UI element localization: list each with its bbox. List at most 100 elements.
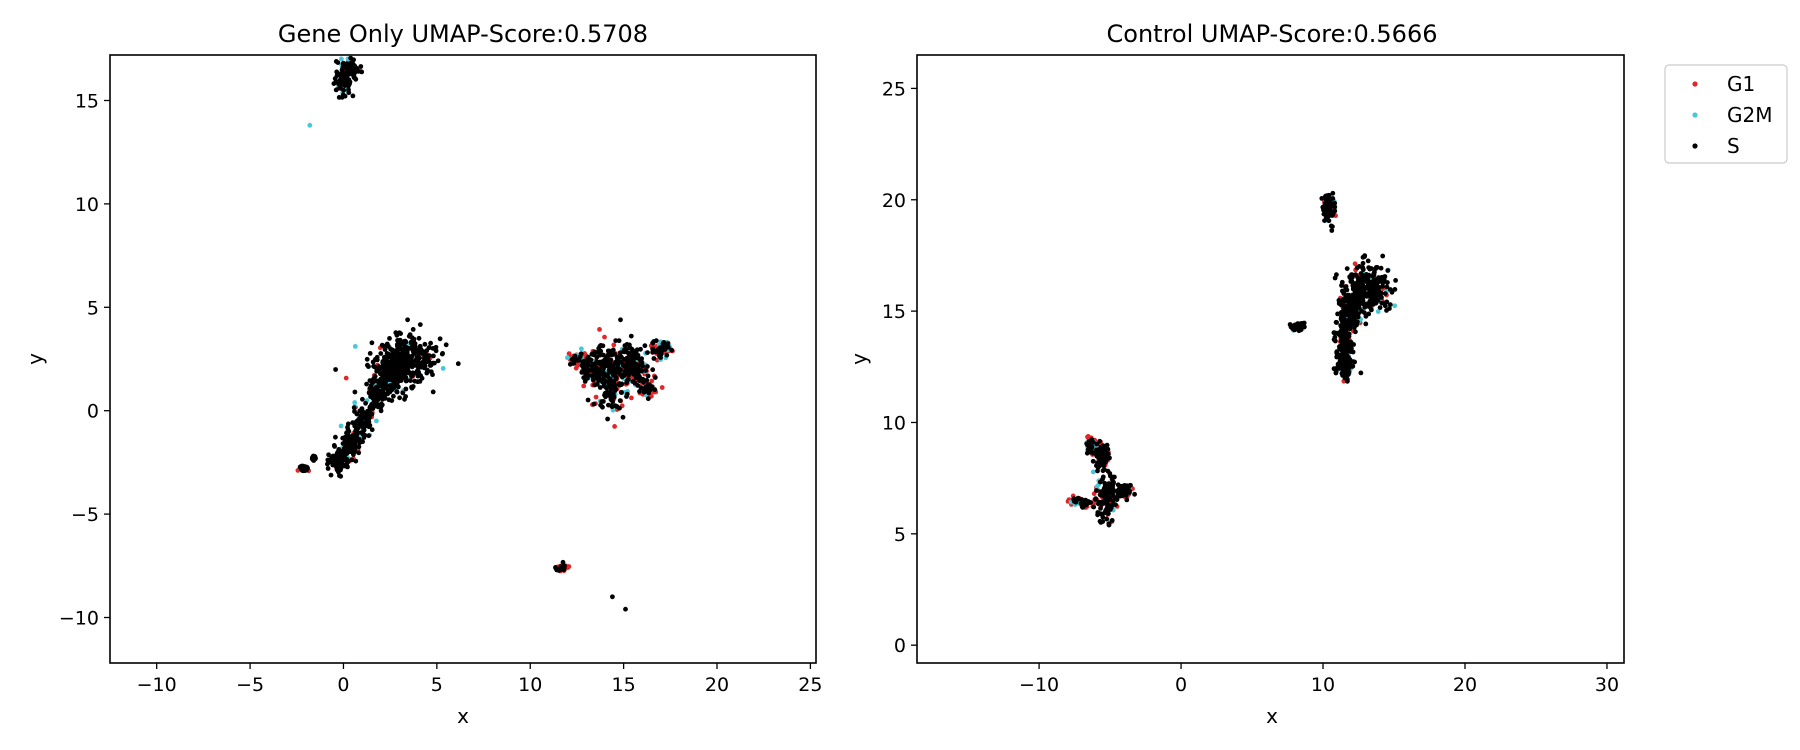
scatter-point-s	[1369, 307, 1374, 313]
scatter-point-s	[637, 389, 642, 394]
scatter-point-s	[581, 375, 587, 381]
scatter-point-s	[623, 606, 628, 612]
scatter-point-s	[1380, 283, 1385, 289]
scatter-point-s	[669, 347, 675, 353]
scatter-point-s	[1109, 502, 1115, 508]
scatter-point-s	[1124, 497, 1130, 503]
scatter-point-s	[1295, 321, 1301, 326]
scatter-point-s	[367, 351, 373, 356]
scatter-point-s	[1287, 322, 1293, 327]
scatter-point-s	[1393, 278, 1398, 283]
scatter-point-s	[1102, 489, 1108, 495]
scatter-point-s	[609, 403, 614, 409]
x-tick-label: 20	[705, 674, 729, 696]
scatter-point-s	[630, 348, 636, 354]
scatter-point-s	[379, 365, 384, 371]
scatter-point-s	[395, 338, 400, 343]
scatter-point-g1	[649, 378, 655, 384]
scatter-point-s	[345, 421, 351, 427]
scatter-point-s	[1338, 347, 1344, 352]
scatter-point-s	[411, 336, 417, 342]
scatter-point-s	[366, 364, 371, 369]
scatter-point-s	[634, 347, 640, 353]
scatter-point-s	[357, 408, 363, 414]
scatter-point-s	[356, 450, 362, 456]
scatter-point-s	[1123, 490, 1128, 495]
scatter-point-s	[589, 351, 595, 357]
right-chart-title: Control UMAP-Score:0.5666	[1107, 20, 1438, 48]
scatter-point-s	[340, 60, 346, 66]
scatter-point-s	[428, 340, 433, 346]
scatter-point-s	[1106, 521, 1112, 527]
scatter-point-s	[410, 327, 416, 332]
scatter-point-s	[353, 458, 359, 464]
scatter-point-s	[1100, 448, 1105, 454]
legend-entry-s: S	[1692, 134, 1740, 158]
scatter-point-s	[1366, 265, 1372, 270]
scatter-point-s	[367, 390, 372, 396]
left-scatter-panel: Gene Only UMAP-Score:0.5708 −10 −5 0 5 10 15 2…	[23, 20, 822, 728]
scatter-point-s	[349, 457, 355, 463]
scatter-point-s	[1335, 311, 1340, 317]
scatter-point-s	[399, 369, 405, 374]
scatter-point-s	[1365, 258, 1371, 264]
scatter-point-s	[638, 385, 644, 391]
scatter-point-s	[1352, 299, 1357, 305]
scatter-point-s	[364, 381, 369, 387]
scatter-point-s	[1107, 471, 1113, 476]
legend-label-g1: G1	[1727, 72, 1755, 96]
scatter-point-s	[1344, 358, 1350, 363]
scatter-point-s	[653, 349, 658, 355]
scatter-point-s	[1102, 480, 1108, 486]
scatter-point-s	[422, 359, 428, 365]
right-y-axis-label: y	[847, 353, 871, 365]
scatter-point-s	[1323, 206, 1329, 211]
scatter-point-s	[333, 367, 338, 372]
scatter-point-s	[614, 355, 620, 361]
scatter-point-s	[331, 443, 337, 448]
scatter-point-s	[409, 384, 414, 390]
scatter-point-s	[1378, 265, 1384, 271]
scatter-point-s	[1358, 370, 1364, 376]
scatter-point-s	[631, 358, 636, 364]
scatter-point-s	[335, 60, 341, 65]
scatter-point-s	[1094, 488, 1099, 493]
scatter-point-s	[1110, 474, 1116, 480]
right-x-ticks: −10 0 10 20 30	[1019, 663, 1619, 696]
scatter-point-s	[415, 379, 421, 385]
scatter-point-s	[1359, 275, 1365, 281]
y-tick-label: 15	[882, 301, 906, 323]
x-tick-label: 10	[518, 674, 542, 696]
scatter-point-s	[1085, 447, 1091, 452]
scatter-point-s	[1372, 269, 1377, 275]
scatter-point-s	[652, 375, 658, 380]
scatter-point-s	[382, 385, 388, 391]
scatter-point-s	[622, 364, 628, 369]
scatter-point-s	[403, 344, 408, 350]
scatter-point-s	[378, 382, 384, 388]
scatter-point-s	[408, 378, 413, 383]
scatter-point-s	[1102, 498, 1108, 503]
scatter-point-s	[651, 356, 657, 361]
scatter-point-s	[1086, 439, 1092, 444]
scatter-point-s	[605, 416, 610, 422]
scatter-point-s	[597, 385, 603, 390]
scatter-point-g1	[659, 385, 665, 390]
scatter-point-s	[1370, 284, 1376, 290]
scatter-point-s	[423, 352, 428, 358]
scatter-point-s	[350, 440, 356, 446]
scatter-point-s	[374, 368, 380, 374]
scatter-point-s	[1338, 302, 1344, 308]
scatter-point-s	[360, 396, 365, 402]
y-tick-label: 5	[894, 524, 906, 546]
y-tick-label: 10	[882, 412, 906, 434]
scatter-point-s	[1326, 218, 1332, 224]
scatter-point-s	[385, 391, 391, 397]
scatter-point-s	[328, 472, 334, 478]
scatter-point-s	[353, 69, 359, 74]
scatter-point-s	[610, 347, 616, 353]
scatter-point-s	[371, 376, 377, 381]
scatter-point-s	[1330, 190, 1336, 196]
scatter-point-s	[408, 339, 414, 345]
right-x-axis-label: x	[1266, 704, 1278, 728]
